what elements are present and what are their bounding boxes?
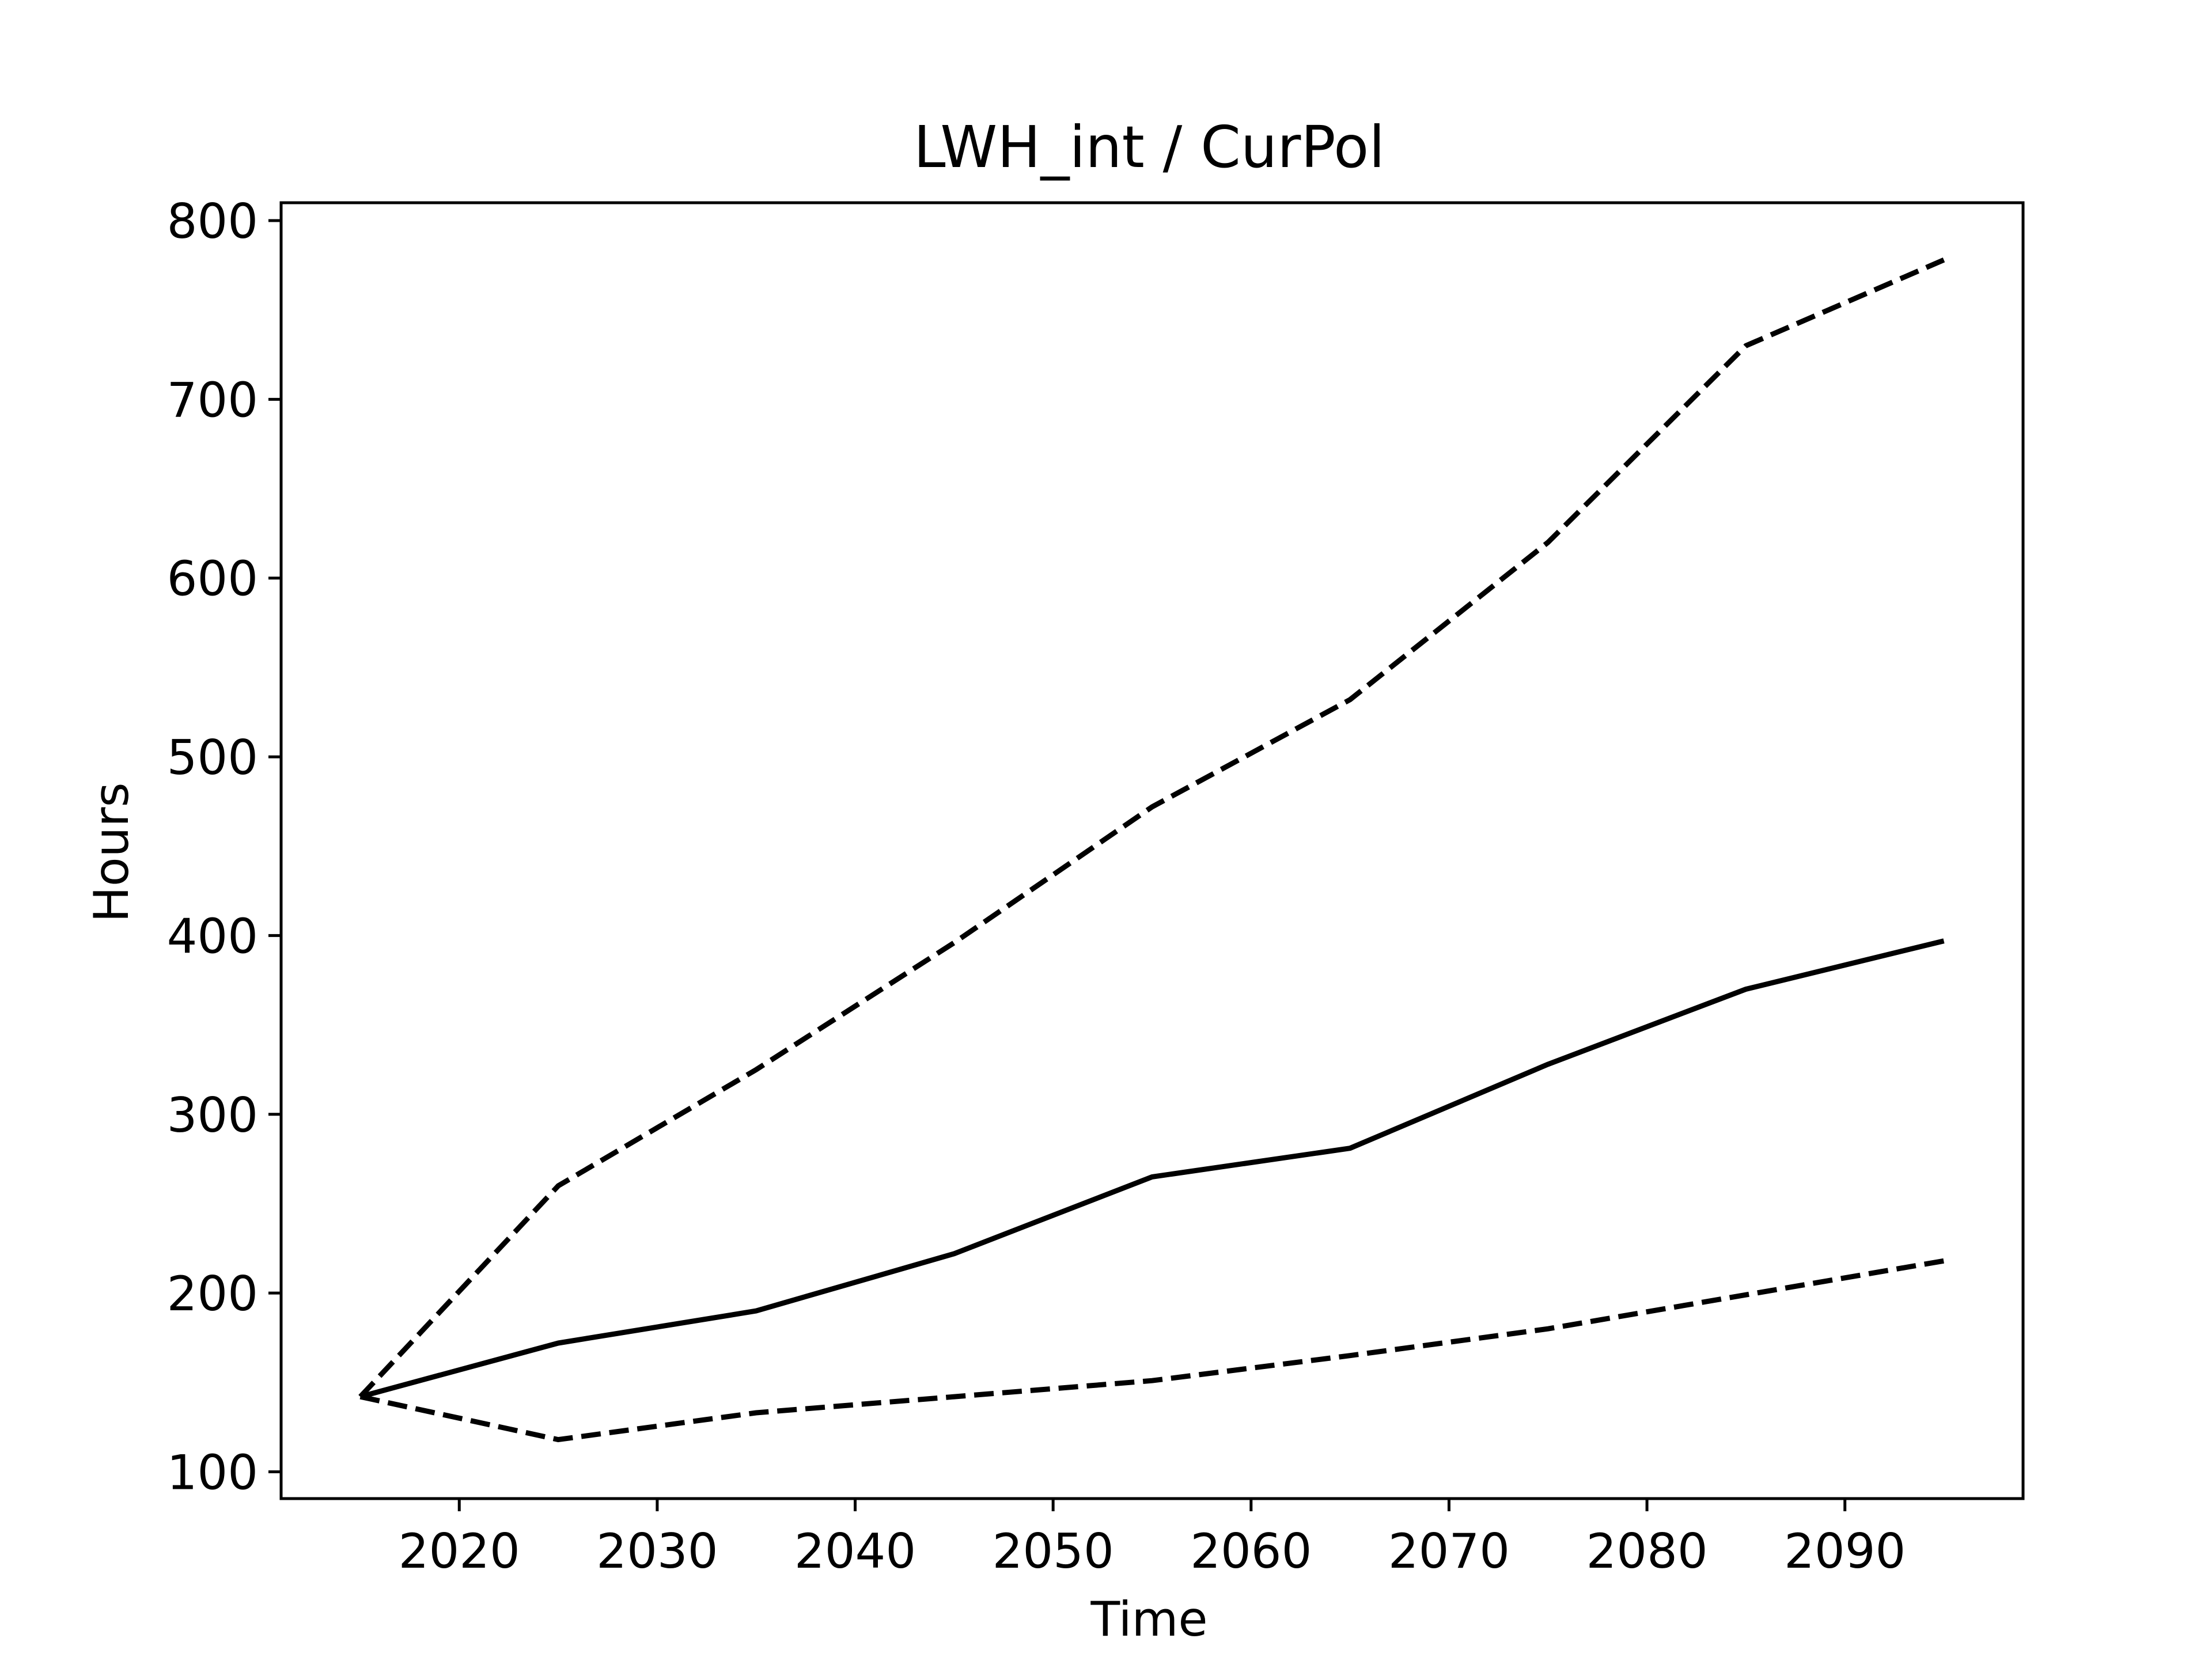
central-solid-line [359, 938, 1945, 1400]
x-tick-label: 2050 [993, 1523, 1114, 1579]
plot-frame [279, 201, 2025, 1500]
y-tick-label: 300 [167, 1087, 258, 1143]
x-tick-label: 2070 [1388, 1523, 1510, 1579]
y-tick-label: 600 [167, 551, 258, 607]
series-lines [358, 257, 1945, 1443]
y-tick-label: 800 [167, 194, 258, 249]
x-tick-label: 2060 [1190, 1523, 1312, 1579]
x-tick-label: 2040 [794, 1523, 916, 1579]
y-tick-label: 400 [167, 908, 258, 964]
x-tick-label: 2080 [1586, 1523, 1707, 1579]
y-tick-label: 500 [167, 730, 258, 786]
y-axis-ticks: 100 200 300 400 500 600 700 800 [167, 194, 281, 1500]
x-axis-label: Time [1090, 1591, 1207, 1647]
y-tick-label: 100 [167, 1444, 258, 1500]
upper-bound-dashed-line [358, 257, 1945, 1399]
y-axis-label: Hours [84, 782, 139, 922]
x-tick-label: 2030 [596, 1523, 718, 1579]
x-tick-label: 2020 [399, 1523, 520, 1579]
x-axis-ticks: 2020 2030 2040 2050 2060 2070 2080 2090 [399, 1499, 1906, 1579]
lower-bound-dashed-line [359, 1258, 1945, 1443]
y-tick-label: 700 [167, 372, 258, 428]
y-tick-label: 200 [167, 1266, 258, 1322]
chart-title: LWH_int / CurPol [914, 113, 1385, 181]
x-tick-label: 2090 [1784, 1523, 1906, 1579]
